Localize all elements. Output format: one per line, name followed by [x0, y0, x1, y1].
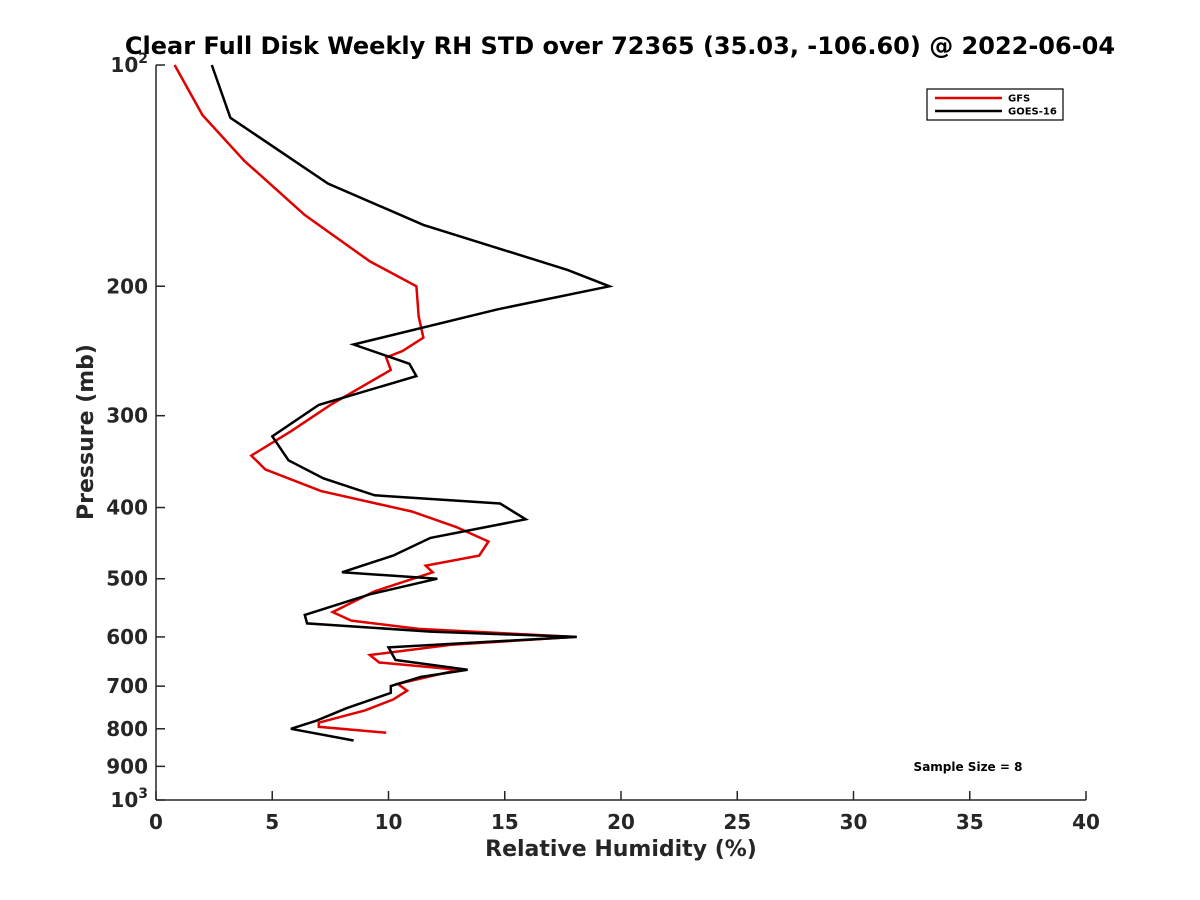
y-axis-label: Pressure (mb)	[74, 344, 99, 520]
y-tick-label: 103	[110, 786, 148, 812]
x-tick-label: 25	[723, 810, 751, 834]
x-tick-label: 20	[607, 810, 635, 834]
x-tick-label: 40	[1072, 810, 1100, 834]
x-tick-label: 15	[491, 810, 519, 834]
x-axis-ticks: 0 5 10 15 20 25 30 35 40	[149, 791, 1100, 834]
x-axis-label: Relative Humidity (%)	[485, 837, 757, 862]
series-line-goes16	[210, 64, 614, 742]
legend-label-gfs: GFS	[1008, 94, 1030, 105]
sample-size-annotation: Sample Size = 8	[914, 760, 1023, 774]
plot-area	[156, 65, 1086, 800]
y-tick-label: 700	[106, 674, 148, 698]
y-tick-label: 102	[110, 51, 148, 77]
legend: GFS GOES-16	[926, 88, 1064, 121]
x-tick-label: 30	[840, 810, 868, 834]
x-tick-label: 5	[265, 810, 279, 834]
legend-label-goes16: GOES-16	[1008, 107, 1057, 118]
y-tick-label: 400	[106, 496, 148, 520]
series-layer	[173, 64, 614, 742]
legend-box	[926, 88, 1064, 121]
y-tick-label: 800	[106, 717, 148, 741]
y-tick-label: 300	[106, 404, 148, 428]
y-tick-label: 900	[106, 754, 148, 778]
y-tick-label: 200	[106, 274, 148, 298]
y-tick-label: 600	[106, 625, 148, 649]
x-tick-label: 0	[149, 810, 163, 834]
y-axis-ticks: 102 200 300 400 500 600 700 800 900 103	[106, 51, 165, 812]
y-tick-label: 500	[106, 567, 148, 591]
chart-title: Clear Full Disk Weekly RH STD over 72365…	[125, 32, 1115, 60]
x-tick-label: 35	[956, 810, 984, 834]
x-tick-label: 10	[375, 810, 403, 834]
